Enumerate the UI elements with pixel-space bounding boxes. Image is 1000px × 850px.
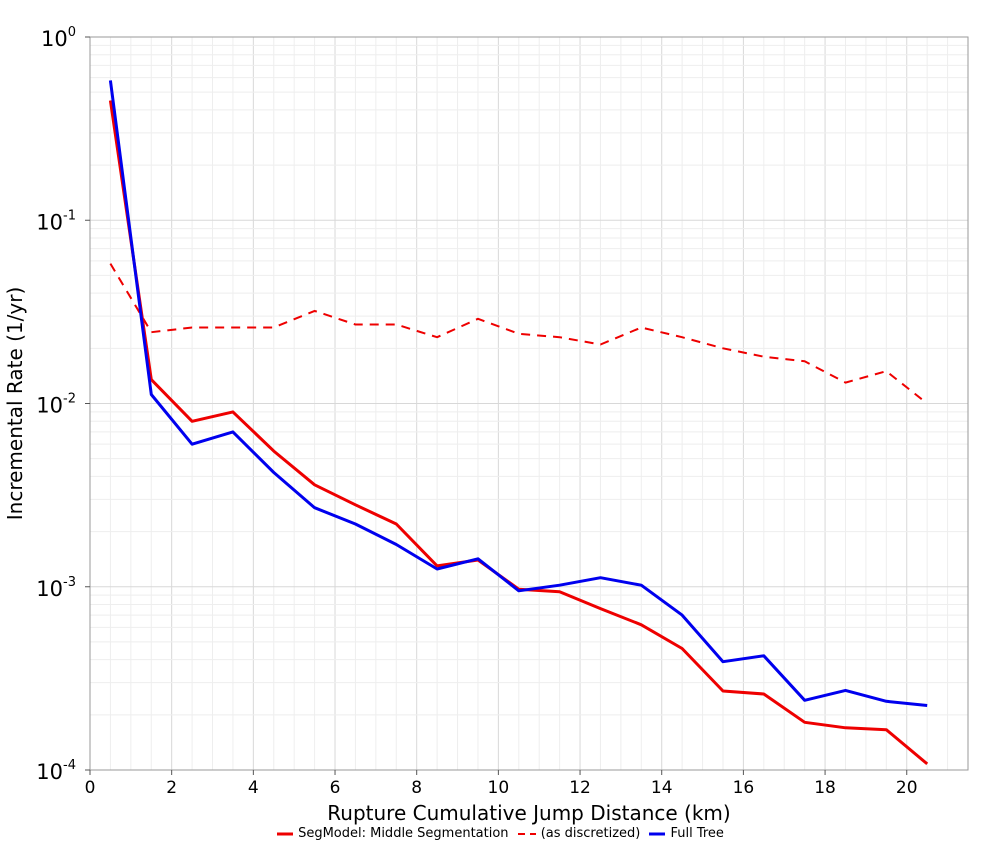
series-discretized-line (109, 263, 928, 405)
legend-label-segmodel: SegModel: Middle Segmentation (298, 826, 509, 841)
y-tick-label: 10-1 (36, 208, 76, 234)
y-tick-label: 100 (41, 25, 76, 51)
series-full-tree-line (108, 80, 928, 707)
y-tick-label: 10-4 (36, 758, 76, 784)
x-tick-label: 0 (85, 778, 96, 798)
x-tick-label: 6 (330, 778, 341, 798)
legend-item-segmodel: SegModel: Middle Segmentation (276, 826, 509, 841)
legend-swatch-segmodel (277, 832, 294, 835)
x-axis-label: Rupture Cumulative Jump Distance (km) (327, 801, 730, 825)
y-tick-label: 10-3 (36, 575, 76, 601)
x-tick-label: 16 (733, 778, 755, 798)
legend-swatch-full-tree (649, 832, 666, 835)
legend-label-discretized: (as discretized) (540, 826, 641, 841)
y-axis-ticks: 100 10-1 10-2 10-3 10-4 (36, 25, 90, 784)
y-tick-label: 10-2 (36, 392, 76, 418)
x-tick-label: 8 (411, 778, 422, 798)
grid (89, 37, 969, 771)
y-axis-label: Incremental Rate (1/yr) (3, 287, 27, 520)
series-layer (108, 80, 929, 766)
legend-swatch-discretized (517, 832, 536, 835)
legend-item-full-tree: Full Tree (648, 826, 724, 841)
x-tick-label: 14 (651, 778, 673, 798)
x-tick-label: 20 (896, 778, 918, 798)
legend: SegModel: Middle Segmentation (as discre… (0, 826, 1000, 842)
x-tick-label: 10 (488, 778, 510, 798)
x-tick-label: 2 (166, 778, 177, 798)
x-tick-label: 4 (248, 778, 259, 798)
legend-label-full-tree: Full Tree (670, 826, 724, 841)
legend-item-discretized: (as discretized) (517, 826, 641, 841)
x-axis-ticks: 0 2 4 6 8 10 12 14 16 18 20 (85, 770, 918, 798)
x-tick-label: 12 (569, 778, 591, 798)
x-tick-label: 18 (814, 778, 836, 798)
